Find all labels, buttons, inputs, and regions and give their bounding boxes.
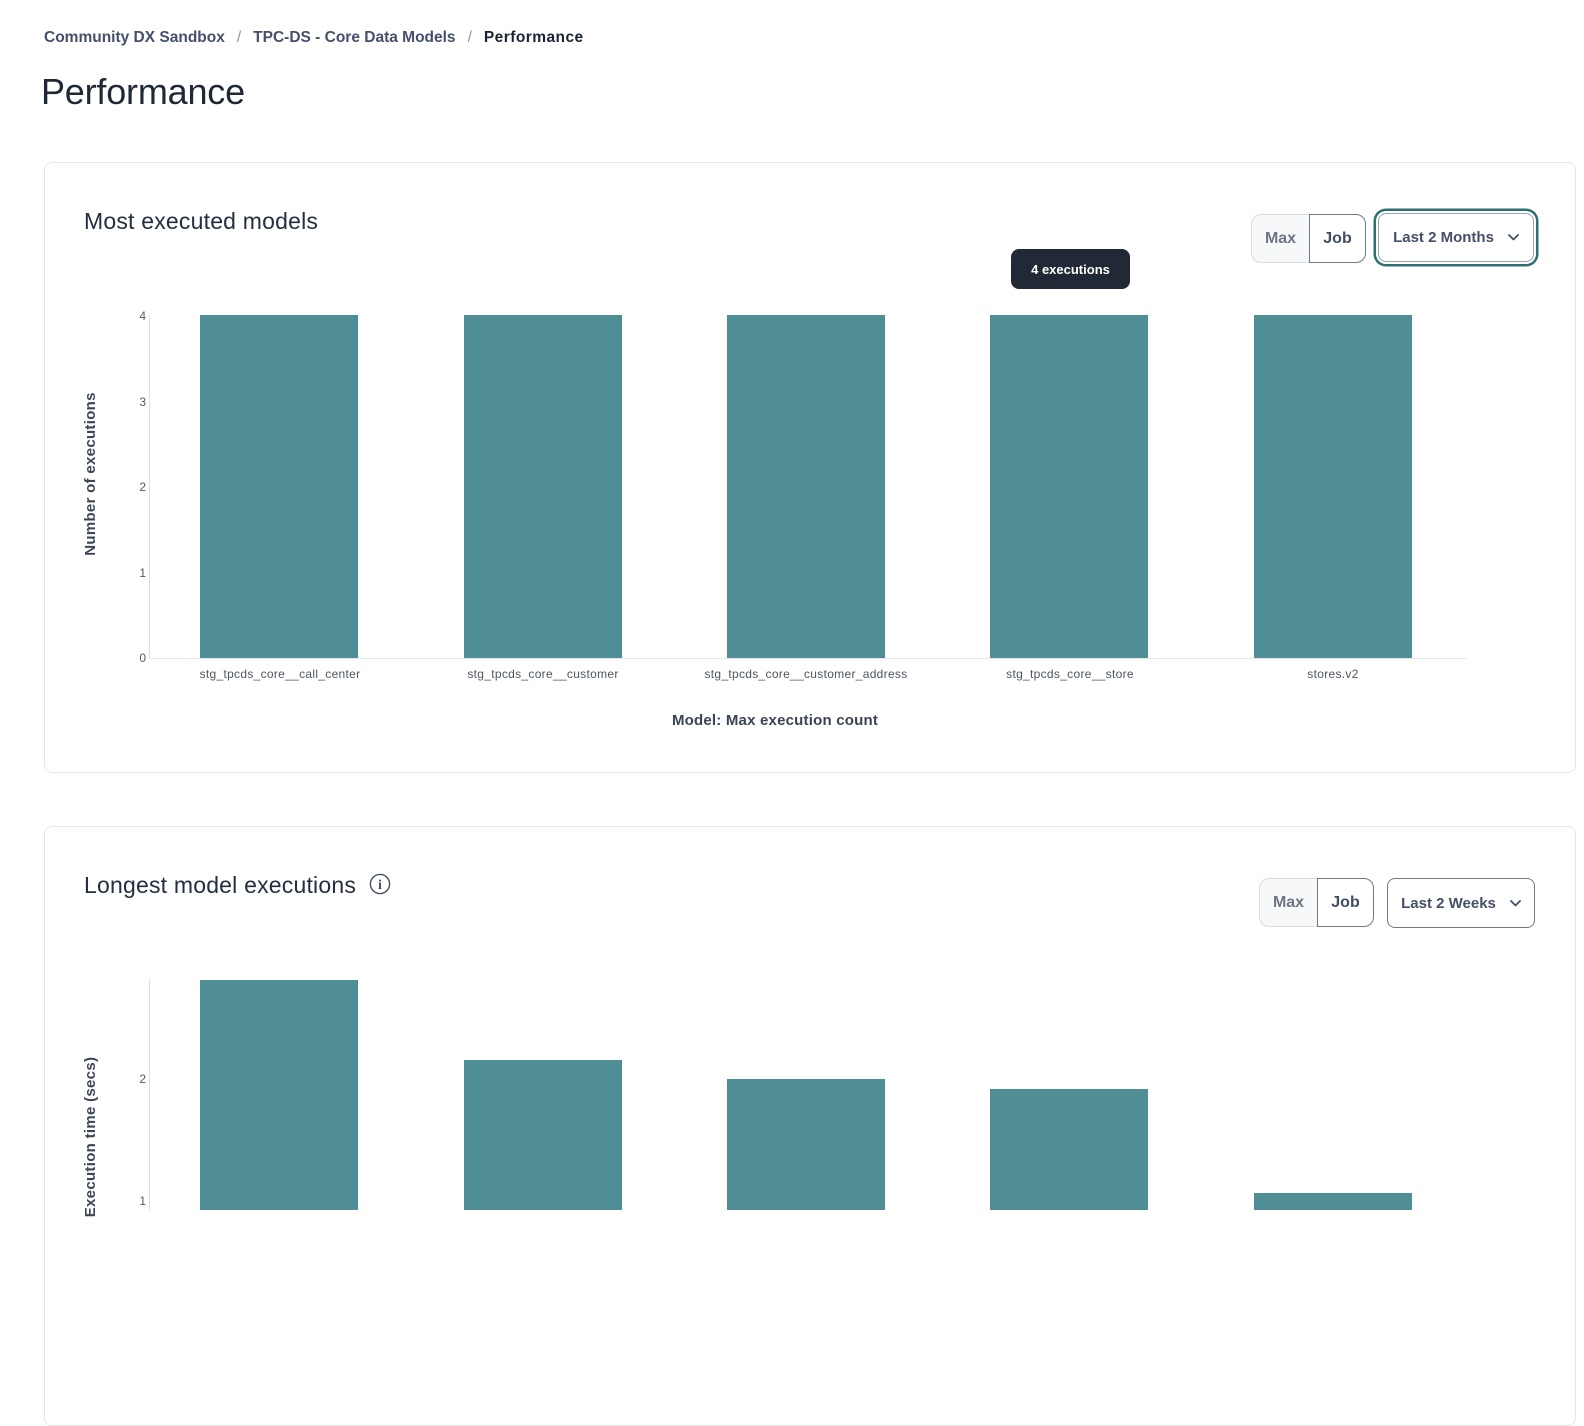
svg-text:i: i (378, 877, 382, 892)
